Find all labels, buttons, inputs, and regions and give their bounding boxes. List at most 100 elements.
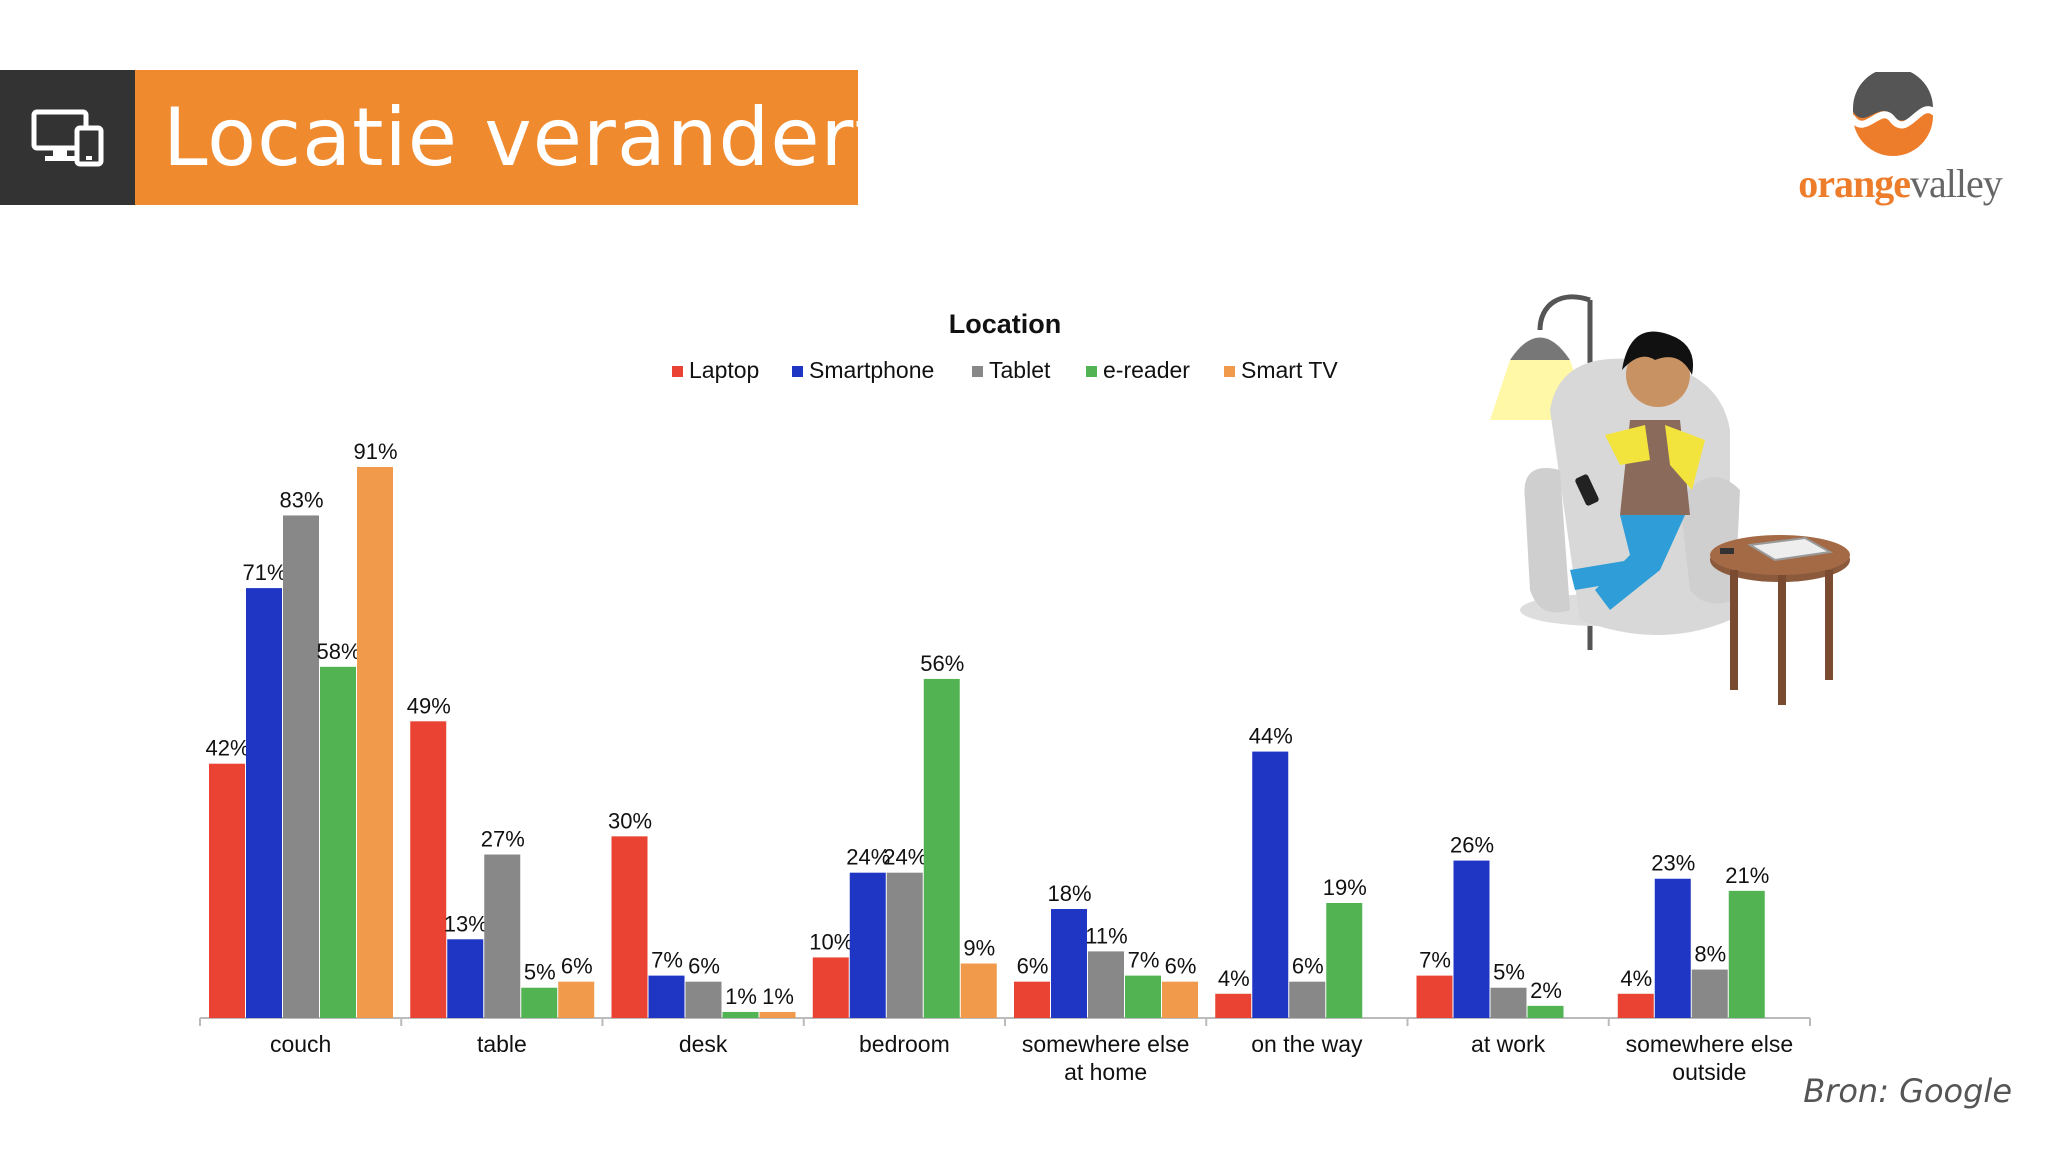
bar-e-reader [521,987,558,1018]
data-label: 7% [1419,948,1451,973]
bar-tablet [283,515,319,1018]
lamp-arm [1537,294,1591,331]
legend-label-smart-tv: Smart TV [1241,357,1338,383]
legend-label-tablet: Tablet [989,357,1051,383]
data-label: 4% [1620,966,1652,991]
person-head [1626,343,1690,407]
bar-laptop [410,721,447,1018]
logo-text-valley: valley [1910,161,2003,206]
bar-e-reader [1326,902,1363,1018]
lamp-shade [1510,337,1570,360]
data-label: 23% [1651,851,1695,876]
bar-tablet [484,854,521,1018]
legend-label-laptop: Laptop [689,357,759,383]
logo-mark-icon [1848,68,1938,156]
bar-tablet [1490,987,1527,1018]
data-label: 91% [353,439,397,464]
tablet-icon [1747,536,1834,562]
category-label: somewhere else [1626,1031,1793,1057]
person-on-couch-illustration [1490,294,1850,705]
data-label: 21% [1725,863,1769,888]
armchair-left-arm [1524,468,1570,613]
bar-e-reader [923,678,960,1018]
legend-swatch-smartphone [792,366,803,377]
category-label: table [477,1031,527,1057]
data-label: 5% [524,960,556,985]
bar-tablet [1691,969,1728,1018]
bar-smartphone [1252,751,1289,1018]
data-label: 56% [920,651,964,676]
data-label: 6% [1017,954,1049,979]
bar-laptop [611,836,648,1018]
data-label: 49% [407,693,451,718]
bar-tablet [1289,981,1326,1018]
person-hair [1622,331,1694,375]
location-bar-chart: Location Laptop Smartphone Tablet e-reader Sm… [199,309,1811,1085]
category-label: at work [1471,1031,1546,1057]
data-label: 8% [1694,942,1726,967]
side-table-leg [1778,575,1786,705]
bar-laptop [1215,993,1252,1018]
data-label: 9% [963,936,995,961]
data-label: 6% [561,954,593,979]
data-label: 5% [1493,960,1525,985]
category-label: at home [1064,1059,1147,1085]
bar-smart-tv [558,981,595,1018]
category-label: bedroom [859,1031,950,1057]
bar-smart-tv [960,963,997,1018]
remote-icon [1720,548,1734,554]
person-shin [1570,560,1635,590]
data-label: 83% [279,487,323,512]
data-label: 2% [1530,978,1562,1003]
legend-label-smartphone: Smartphone [809,357,934,383]
page-title: Locatie verandert [163,91,887,184]
data-label: 18% [1047,881,1091,906]
data-label: 19% [1323,875,1367,900]
data-label: 71% [242,560,286,585]
data-label: 13% [444,911,488,936]
data-label: 26% [1450,833,1494,858]
side-table-leg [1825,570,1833,680]
bar-smart-tv [357,467,393,1018]
bar-smartphone [1654,878,1691,1018]
bar-e-reader [722,1011,759,1018]
bar-laptop [812,957,849,1018]
header-title-box: Locatie verandert [135,70,886,205]
bar-smart-tv [1162,981,1198,1018]
bar-laptop [1617,993,1654,1018]
data-label: 6% [688,954,720,979]
source-credit: Bron: Google [1803,1072,2012,1110]
data-label: 30% [608,808,652,833]
bar-laptop [1416,975,1453,1018]
data-label: 44% [1249,724,1293,749]
bar-tablet [886,872,923,1018]
legend-swatch-tablet [972,366,983,377]
data-label: 1% [725,984,757,1009]
bar-smartphone [246,588,282,1018]
person-legs [1595,515,1685,610]
data-label: 6% [1165,954,1197,979]
header-icon-box [0,70,135,205]
bar-e-reader [1125,975,1161,1018]
logo-text-orange: orange [1798,161,1911,206]
person-vest-right [1665,425,1705,490]
devices-icon [31,109,103,166]
orangevalley-logo: orangevalley [1790,68,2010,212]
bar-smart-tv [759,1011,796,1018]
category-label: desk [679,1031,728,1057]
data-label: 7% [651,948,683,973]
smartphone-icon [1575,474,1599,506]
legend-swatch-e-reader [1086,366,1097,377]
bar-e-reader [1728,890,1765,1018]
bar-laptop [1014,981,1050,1018]
data-label: 27% [481,827,525,852]
data-label: 10% [809,929,853,954]
bar-tablet [1088,951,1124,1018]
data-label: 4% [1218,966,1250,991]
data-label: 1% [762,984,794,1009]
category-label: on the way [1251,1031,1363,1057]
bar-smartphone [447,939,484,1018]
category-label: outside [1672,1059,1746,1085]
bar-e-reader [320,666,356,1018]
data-label: 24% [846,845,890,870]
